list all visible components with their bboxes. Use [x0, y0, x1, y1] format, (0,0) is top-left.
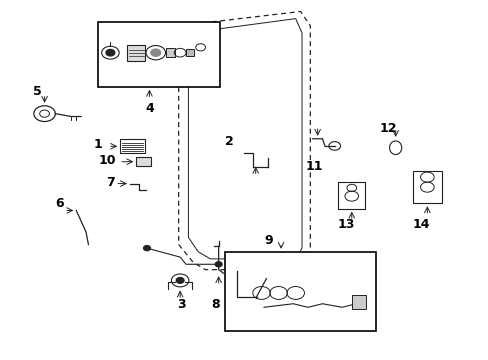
Text: 10: 10: [98, 154, 116, 167]
Circle shape: [215, 262, 222, 267]
Text: 3: 3: [177, 298, 185, 311]
Circle shape: [143, 246, 150, 251]
Text: 2: 2: [224, 135, 233, 148]
Text: 13: 13: [337, 218, 354, 231]
Bar: [351, 295, 366, 309]
Bar: [412, 171, 441, 203]
Bar: [337, 182, 365, 209]
Text: 1: 1: [94, 138, 102, 151]
Text: 11: 11: [305, 160, 322, 173]
Text: 6: 6: [55, 197, 63, 210]
Bar: [165, 48, 175, 57]
Circle shape: [151, 49, 160, 56]
Bar: [98, 22, 220, 87]
Text: 14: 14: [411, 218, 429, 231]
Circle shape: [176, 278, 183, 283]
Text: 7: 7: [106, 176, 115, 189]
Text: 5: 5: [33, 85, 41, 98]
Bar: [127, 45, 145, 60]
Bar: [120, 139, 144, 153]
Bar: [224, 252, 375, 330]
Bar: [185, 49, 193, 56]
Text: 12: 12: [379, 122, 396, 135]
Text: 9: 9: [264, 234, 273, 247]
Circle shape: [106, 49, 115, 56]
Text: 8: 8: [210, 298, 219, 311]
Bar: [136, 157, 151, 166]
Text: 4: 4: [145, 103, 154, 116]
Ellipse shape: [389, 141, 401, 154]
